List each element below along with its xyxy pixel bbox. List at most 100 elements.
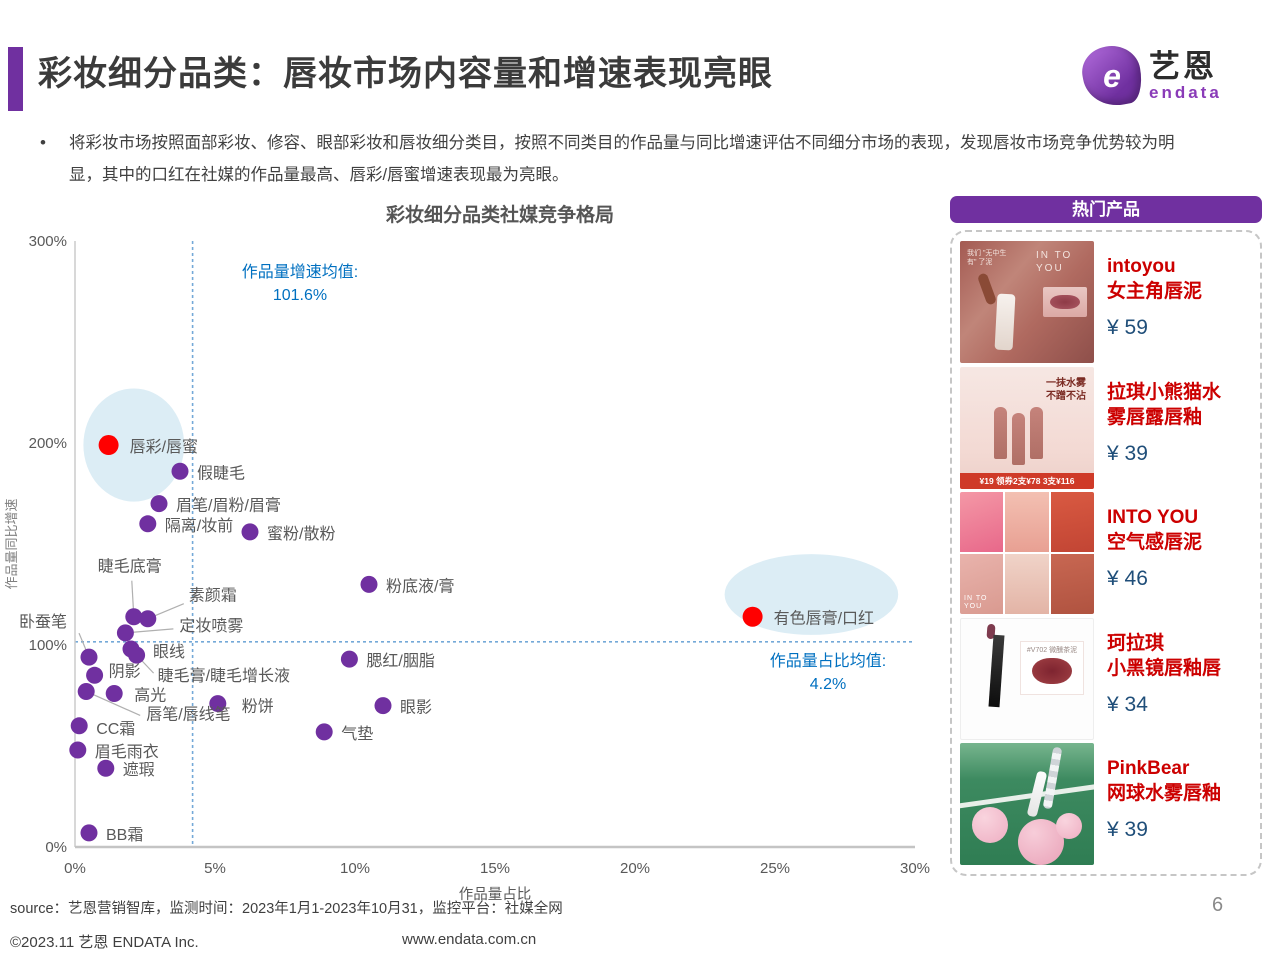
point-label: 假睫毛: [197, 464, 245, 482]
point-label: 高光: [134, 686, 166, 704]
point-label: 有色唇膏/口红: [774, 609, 874, 628]
product-image-p4: #V702 微醺茶泥: [960, 617, 1094, 740]
product-price: ¥ 39: [1107, 441, 1148, 465]
point-label: 唇笔/唇线笔: [146, 705, 230, 723]
intro-bullet-row: • 将彩妆市场按照面部彩妆、修容、眼部彩妆和唇妆细分类目，按照不同类目的作品量与…: [40, 127, 1210, 191]
point-label: 眼影: [400, 699, 432, 717]
logo-text: 艺恩 endata: [1149, 50, 1222, 102]
product-name: 拉琪小熊猫水 雾唇露唇釉: [1107, 381, 1222, 428]
point-label: 粉底液/膏: [386, 576, 454, 595]
point-label: 眉笔/眉粉/眉膏: [176, 496, 281, 515]
point-label: 唇彩/唇蜜: [130, 437, 198, 456]
intro-text: 将彩妆市场按照面部彩妆、修容、眼部彩妆和唇妆细分类目，按照不同类目的作品量与同比…: [68, 134, 1175, 184]
x-tick-label: 10%: [340, 860, 370, 877]
copyright-note: ©2023.11 艺恩 ENDATA Inc.: [10, 934, 199, 951]
product-image-p3: IN TO YOU: [960, 492, 1094, 614]
scatter-point: [139, 610, 157, 628]
x-tick-label: 25%: [760, 860, 790, 877]
scatter-point: [80, 824, 98, 842]
product-name: INTO YOU 空气感唇泥: [1107, 507, 1203, 553]
product-card: 一抹水雾 不蹭不沾 ¥19 领券2支¥78 3支¥116 拉琪小熊猫水 雾唇露唇釉 ¥…: [960, 366, 1252, 489]
scatter-point: [77, 682, 95, 700]
brand-logo: e 艺恩 endata: [1078, 41, 1222, 111]
point-label: 隔离/妆前: [165, 517, 233, 535]
product-price: ¥ 34: [1107, 692, 1148, 716]
point-label: 定妆喷雾: [179, 617, 243, 635]
scatter-point: [70, 717, 88, 735]
bullet-icon: •: [40, 133, 46, 152]
product-card: #V702 微醺茶泥 珂拉琪 小黑镜唇釉唇 ¥ 34: [960, 617, 1252, 740]
mean-share-annotation-value: 4.2%: [810, 676, 846, 693]
mean-growth-annotation: 作品量增速均值:: [242, 263, 358, 281]
scatter-point: [98, 435, 119, 456]
point-label: 阴影: [109, 662, 141, 680]
x-axis-title: 作品量占比: [459, 886, 532, 903]
chart-title: 彩妆细分品类社媒竞争格局: [385, 205, 614, 226]
product-info: INTO YOU 空气感唇泥 ¥ 46: [1107, 492, 1202, 591]
scatter-point: [116, 624, 134, 642]
mean-growth-annotation-value: 101.6%: [273, 287, 327, 304]
point-label: 气垫: [341, 725, 373, 743]
product-info: 拉琪小熊猫水 雾唇露唇釉 ¥ 39: [1107, 367, 1221, 466]
scatter-point: [125, 608, 143, 626]
source-note: source：艺恩营销智库，监测时间：2023年1月1-2023年10月31，监…: [10, 901, 563, 917]
scatter-point: [241, 523, 259, 541]
product-image-p5: [960, 743, 1094, 865]
sidebar-header: 热门产品: [950, 196, 1262, 223]
x-tick-label: 30%: [900, 860, 930, 877]
point-label: 睫毛膏/睫毛增长液: [158, 666, 290, 685]
x-tick-label: 20%: [620, 860, 650, 877]
scatter-point: [69, 741, 87, 759]
point-label: 卧蚕笔: [19, 613, 67, 631]
title-accent-bar: [8, 47, 23, 111]
point-label: 粉饼: [242, 698, 274, 716]
scatter-point: [742, 606, 763, 627]
y-tick-label: 300%: [29, 233, 67, 250]
product-price: ¥ 39: [1107, 818, 1148, 841]
x-tick-label: 15%: [480, 860, 510, 877]
product-name: PinkBear 网球水雾唇釉: [1107, 758, 1222, 804]
label-leader-line: [85, 690, 141, 717]
product-price: ¥ 59: [1107, 316, 1148, 339]
website-link[interactable]: www.endata.com.cn: [402, 931, 537, 948]
product-info: PinkBear 网球水雾唇釉 ¥ 39: [1107, 743, 1221, 842]
highlight-ellipse: [724, 554, 899, 635]
point-label: 蜜粉/散粉: [267, 524, 335, 543]
page-title: 彩妆细分品类：唇妆市场内容量和增速表现亮眼: [38, 55, 773, 93]
product-card: IN TO YOU INTO YOU 空气感唇泥 ¥ 46: [960, 492, 1252, 614]
scatter-point: [139, 515, 157, 533]
point-label: 素颜霜: [189, 587, 237, 605]
scatter-point: [209, 695, 227, 713]
y-axis-title: 作品量同比增速: [4, 498, 19, 589]
point-label: 眼线: [153, 643, 185, 661]
scatter-point: [315, 723, 333, 741]
point-label: BB霜: [106, 827, 143, 844]
y-tick-label: 200%: [29, 435, 67, 452]
scatter-point: [171, 462, 189, 480]
product-info: intoyou 女主角唇泥 ¥ 59: [1107, 241, 1202, 340]
scatter-point: [97, 759, 115, 777]
scatter-point: [360, 575, 378, 593]
logo-letter: e: [1103, 57, 1121, 94]
scatter-point: [374, 697, 392, 715]
product-name: 珂拉琪 小黑镜唇釉唇: [1107, 632, 1222, 679]
hot-products-sidebar: 热门产品 我们 "无中生有" 了泥 IN TO YOU intoyou 女主角唇泥 ¥…: [950, 196, 1262, 876]
scatter-point: [150, 495, 168, 513]
product-info: 珂拉琪 小黑镜唇釉唇 ¥ 34: [1107, 618, 1221, 717]
highlight-ellipse: [83, 388, 185, 502]
logo-text-cn: 艺恩: [1149, 49, 1217, 84]
page-number: 6: [1212, 894, 1224, 916]
mean-share-annotation: 作品量占比均值:: [770, 652, 886, 670]
product-list: 我们 "无中生有" 了泥 IN TO YOU intoyou 女主角唇泥 ¥ 59 一抹…: [950, 230, 1262, 876]
scatter-point: [340, 650, 358, 668]
y-tick-label: 100%: [29, 637, 67, 654]
y-tick-label: 0%: [45, 839, 67, 856]
point-label: 腮红/胭脂: [366, 652, 434, 670]
product-card: PinkBear 网球水雾唇釉 ¥ 39: [960, 743, 1252, 865]
point-label: 遮瑕: [123, 761, 155, 779]
scatter-point: [128, 646, 146, 664]
scatter-point: [80, 648, 98, 666]
product-card: 我们 "无中生有" 了泥 IN TO YOU intoyou 女主角唇泥 ¥ 59: [960, 241, 1252, 363]
logo-text-en: endata: [1149, 83, 1222, 102]
